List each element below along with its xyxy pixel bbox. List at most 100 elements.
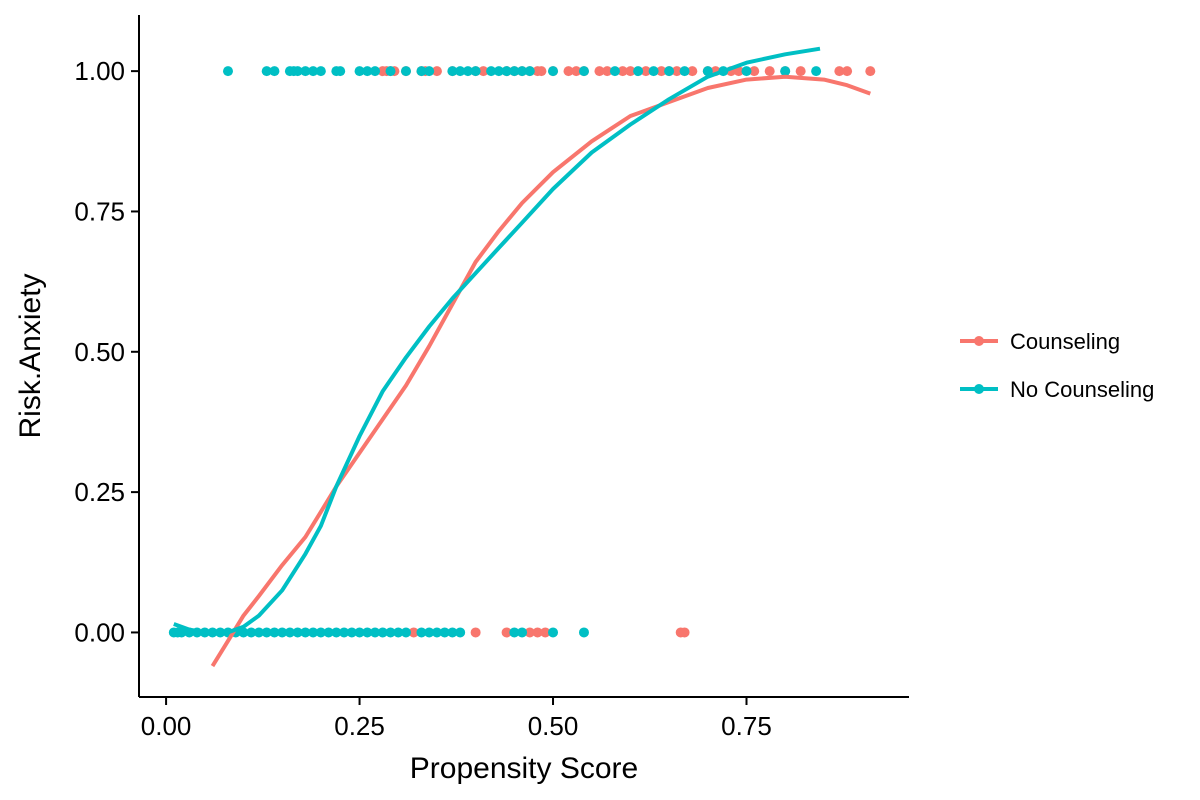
data-point — [400, 66, 411, 77]
data-point — [486, 66, 497, 77]
data-point — [385, 66, 396, 77]
x-tick-label: 0.25 — [334, 711, 385, 741]
data-point — [455, 627, 466, 638]
data-point — [501, 66, 512, 77]
data-point — [617, 66, 628, 77]
data-point — [346, 627, 357, 638]
data-point — [501, 627, 512, 638]
data-point — [536, 66, 547, 77]
data-point — [609, 66, 620, 77]
x-axis-ticks: 0.00 0.25 0.50 0.75 — [141, 697, 772, 741]
data-point — [578, 66, 589, 77]
series-points-0 — [377, 66, 876, 638]
data-point — [702, 66, 713, 77]
data-point — [315, 66, 326, 77]
y-axis-ticks: 0.00 0.25 0.50 0.75 1.00 — [74, 56, 139, 647]
data-point — [447, 66, 458, 77]
data-point — [377, 627, 388, 638]
data-point — [517, 627, 528, 638]
data-point — [335, 66, 346, 77]
data-point — [431, 627, 442, 638]
data-point — [292, 66, 303, 77]
data-point — [811, 66, 822, 77]
data-point — [532, 627, 543, 638]
legend-item: Counseling — [960, 329, 1120, 354]
data-point — [253, 627, 264, 638]
data-point — [362, 627, 373, 638]
data-point — [733, 66, 744, 77]
data-point — [834, 66, 845, 77]
data-point — [323, 627, 334, 638]
data-point — [222, 66, 233, 77]
data-point — [571, 66, 582, 77]
data-point — [292, 627, 303, 638]
data-point — [261, 66, 272, 77]
data-point — [331, 627, 342, 638]
data-point — [741, 66, 752, 77]
data-point — [524, 627, 535, 638]
plot-area — [168, 46, 876, 668]
data-point — [439, 627, 450, 638]
legend-label: No Counseling — [1010, 377, 1154, 402]
data-point — [470, 66, 481, 77]
legend-marker — [974, 384, 984, 394]
data-point — [540, 627, 551, 638]
data-point — [269, 627, 280, 638]
data-point — [749, 66, 760, 77]
data-point — [176, 627, 187, 638]
y-tick-label: 1.00 — [74, 56, 125, 86]
data-point — [548, 627, 559, 638]
data-point — [687, 66, 698, 77]
data-point — [339, 627, 350, 638]
data-point — [509, 66, 520, 77]
data-point — [370, 66, 381, 77]
data-point — [400, 627, 411, 638]
data-point — [478, 66, 489, 77]
data-point — [455, 66, 466, 77]
data-point — [362, 66, 373, 77]
data-point — [594, 66, 605, 77]
data-point — [416, 627, 427, 638]
y-tick-label: 0.25 — [74, 477, 125, 507]
data-point — [625, 66, 636, 77]
data-point — [300, 627, 311, 638]
legend-label: Counseling — [1010, 329, 1120, 354]
data-point — [370, 627, 381, 638]
data-point — [284, 627, 295, 638]
data-point — [308, 66, 319, 77]
y-tick-label: 0.75 — [74, 196, 125, 226]
data-point — [524, 66, 535, 77]
data-point — [548, 66, 559, 77]
data-point — [633, 66, 644, 77]
data-point — [238, 627, 249, 638]
data-point — [578, 627, 589, 638]
x-axis-title: Propensity Score — [410, 752, 638, 785]
data-point — [431, 66, 442, 77]
data-point — [393, 627, 404, 638]
data-point — [780, 66, 791, 77]
series-points-1 — [168, 66, 822, 638]
data-point — [671, 66, 682, 77]
data-point — [354, 66, 365, 77]
y-tick-label: 0.00 — [74, 617, 125, 647]
data-point — [416, 66, 427, 77]
data-point — [308, 627, 319, 638]
data-point — [664, 66, 675, 77]
legend-marker — [974, 336, 984, 346]
legend-item: No Counseling — [960, 377, 1154, 402]
data-point — [447, 627, 458, 638]
data-point — [517, 66, 528, 77]
x-tick-label: 0.50 — [528, 711, 579, 741]
data-point — [354, 627, 365, 638]
x-tick-label: 0.75 — [721, 711, 772, 741]
data-point — [246, 627, 257, 638]
data-point — [261, 627, 272, 638]
data-point — [842, 66, 853, 77]
x-tick-label: 0.00 — [141, 711, 192, 741]
data-point — [300, 66, 311, 77]
data-point — [656, 66, 667, 77]
data-point — [493, 66, 504, 77]
data-point — [408, 627, 419, 638]
trend-line-1 — [173, 46, 821, 635]
